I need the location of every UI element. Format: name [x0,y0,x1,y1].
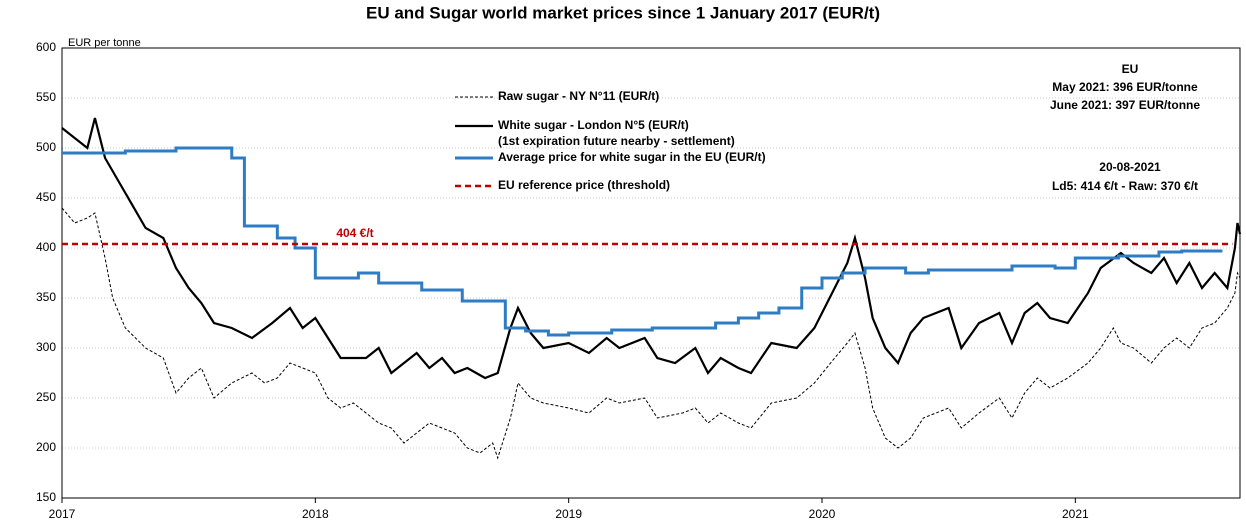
annotation: Ld5: 414 €/t - Raw: 370 €/t [1052,179,1198,193]
annotation: 20-08-2021 [1099,160,1161,174]
annotation: May 2021: 396 EUR/tonne [1052,80,1198,94]
y-tick-label: 500 [36,140,56,154]
y-tick-label: 250 [36,390,56,404]
x-tick-label: 2020 [809,507,836,521]
legend-label: White sugar - London N°5 (EUR/t) [498,118,689,132]
annotation: EU [1122,62,1139,76]
plot-frame [61,47,1241,499]
y-tick-label: 200 [36,440,56,454]
x-tick-label: 2018 [302,507,329,521]
chart-title: EU and Sugar world market prices since 1… [366,3,880,22]
y-axis-label: EUR per tonne [68,37,141,49]
y-tick-label: 550 [36,90,56,104]
y-tick-label: 300 [36,340,56,354]
legend-label: Average price for white sugar in the EU … [498,150,766,164]
x-tick-label: 2021 [1062,507,1089,521]
legend-note: (1st expiration future nearby - settleme… [498,134,735,148]
y-tick-label: 400 [36,240,56,254]
annotation: 404 €/t [336,226,373,240]
legend-label: Raw sugar - NY N°11 (EUR/t) [498,89,659,103]
x-tick-label: 2019 [555,507,582,521]
y-tick-label: 350 [36,290,56,304]
y-tick-label: 450 [36,190,56,204]
y-tick-label: 600 [36,40,56,54]
legend-label: EU reference price (threshold) [498,178,670,192]
x-tick-label: 2017 [49,507,76,521]
annotation: June 2021: 397 EUR/tonne [1050,98,1200,112]
series-line [61,207,1241,460]
y-tick-label: 150 [36,490,56,504]
series-line [61,117,1242,380]
